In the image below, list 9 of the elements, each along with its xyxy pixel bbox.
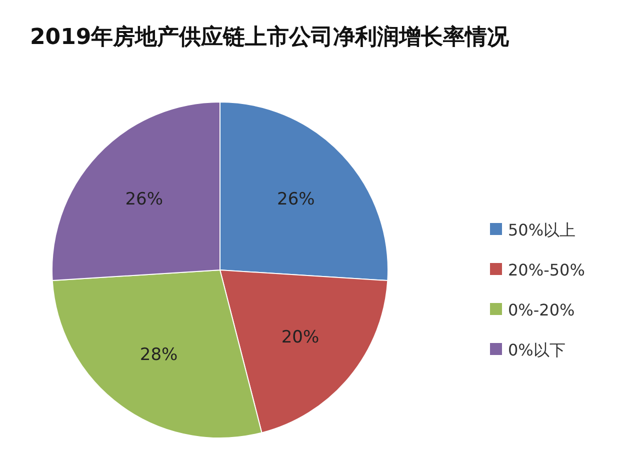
- data-label: 28%: [140, 345, 178, 366]
- data-label: 26%: [125, 190, 163, 210]
- data-label: 20%: [281, 327, 320, 348]
- chart-title: 2019年房地产供应链上市公司净利润增长率情况: [30, 24, 510, 50]
- legend-label: 0%以下: [508, 340, 566, 360]
- data-label: 26%: [277, 190, 315, 210]
- legend-label: 0%-20%: [508, 300, 575, 320]
- legend-label: 50%以上: [508, 220, 576, 240]
- legend-label: 20%-50%: [508, 260, 585, 280]
